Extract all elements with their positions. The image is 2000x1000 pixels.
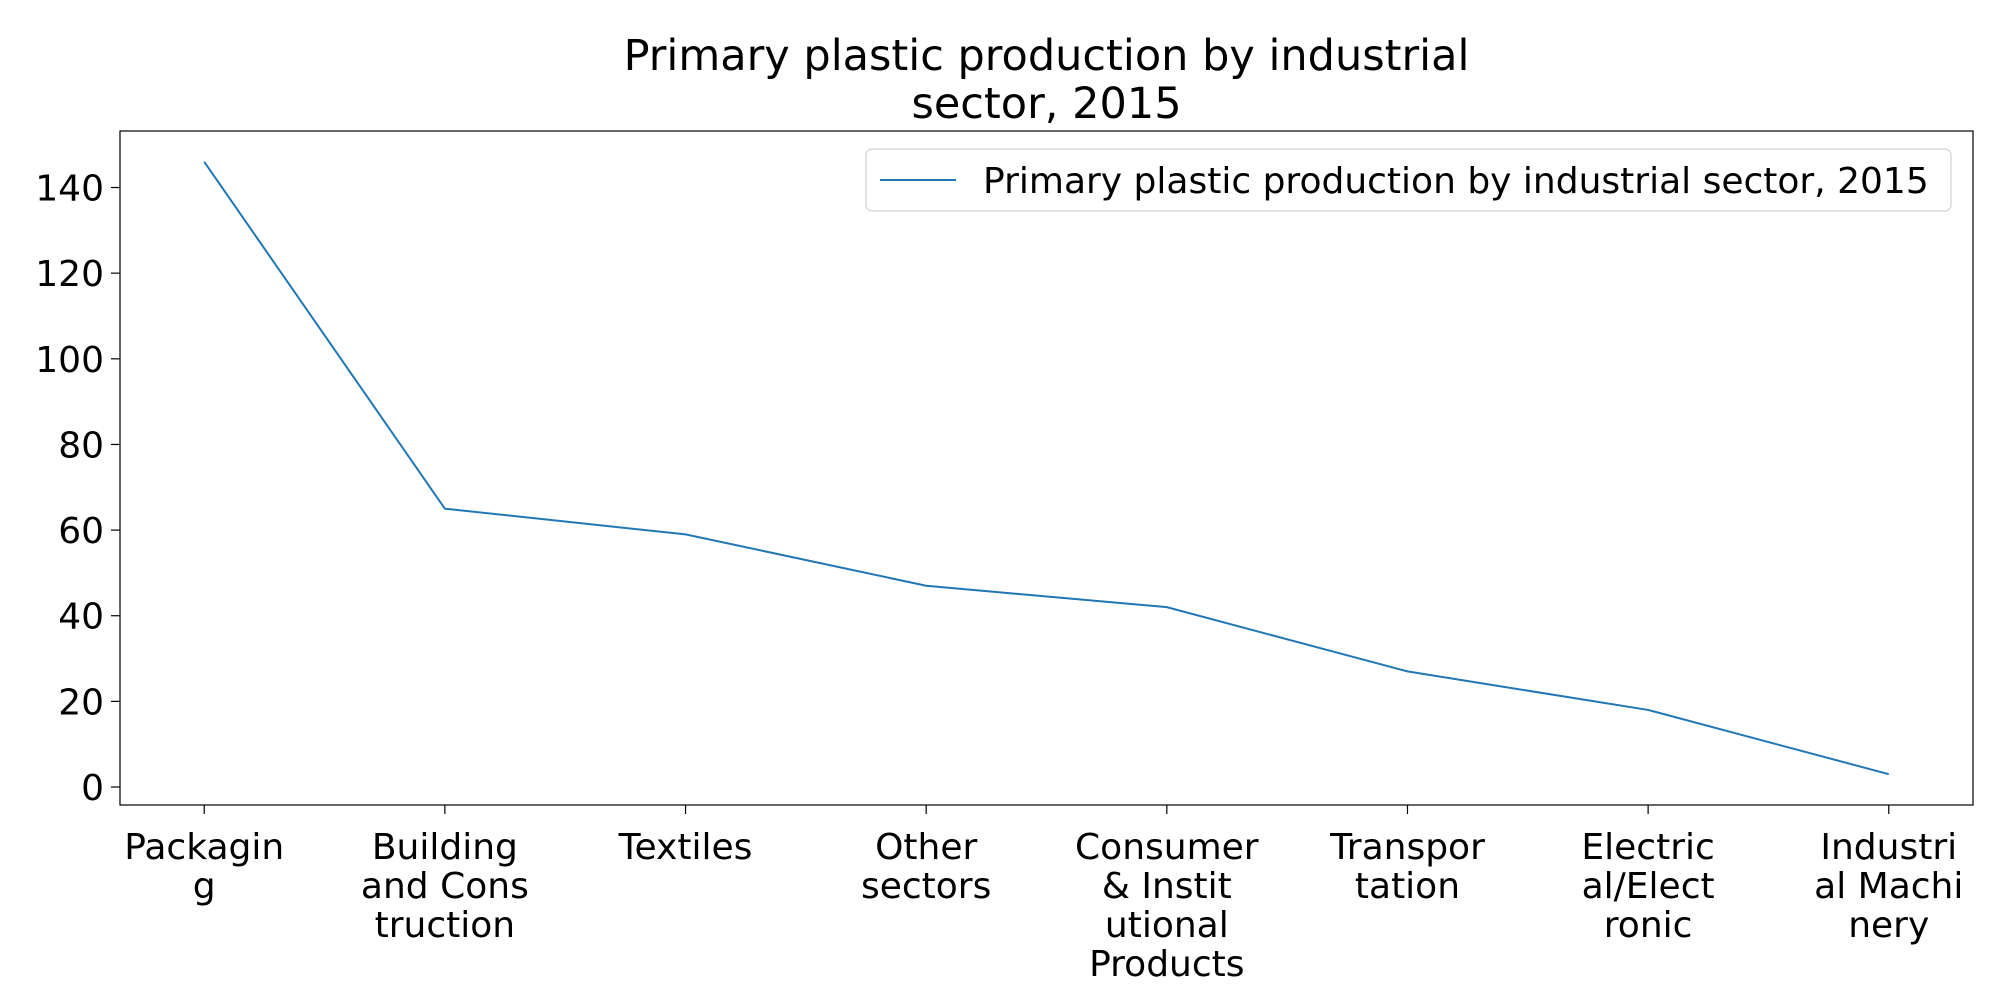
x-tick-label: & Instit	[1102, 866, 1232, 907]
chart-title: Primary plastic production by industrial…	[624, 31, 1470, 129]
y-tick-label: 120	[35, 254, 104, 295]
y-tick-label: 0	[81, 768, 104, 809]
y-tick-label: 140	[35, 169, 104, 210]
x-tick-label: Consumer	[1075, 827, 1259, 868]
legend: Primary plastic production by industrial…	[865, 148, 1952, 212]
x-tick-label: Electric	[1581, 827, 1714, 868]
x-tick-label: Packagin	[124, 827, 284, 868]
x-tick-label: g	[193, 866, 216, 907]
legend-box	[865, 148, 1952, 212]
y-tick-label: 100	[35, 340, 104, 381]
x-tick-label: Other	[875, 827, 977, 868]
x-tick-label: truction	[375, 905, 515, 946]
x-tick-label: Building	[372, 827, 518, 868]
x-tick-label: and Cons	[361, 866, 529, 907]
x-tick-label: utional	[1105, 905, 1229, 946]
x-tick-label: sectors	[861, 866, 991, 907]
x-tick-label: al/Elect	[1582, 866, 1715, 907]
chart-title-line: sector, 2015	[911, 79, 1181, 129]
y-axis: 0 20 40 60 80 100 120 140	[35, 169, 120, 809]
x-tick-label: Textiles	[618, 827, 753, 868]
x-tick-label: Products	[1089, 944, 1244, 985]
y-tick-label: 60	[58, 511, 104, 552]
x-tick-label: tation	[1355, 866, 1460, 907]
plot-frame	[119, 130, 1974, 806]
x-tick-label: nery	[1848, 905, 1929, 946]
legend-label: Primary plastic production by industrial…	[983, 161, 1929, 202]
y-tick-label: 20	[58, 682, 104, 723]
chart-title-line: Primary plastic production by industrial	[624, 31, 1470, 81]
plot-area	[119, 130, 1974, 806]
x-tick-label: ronic	[1604, 905, 1693, 946]
x-tick-label: al Machi	[1814, 866, 1963, 907]
x-tick-label: Transpor	[1329, 827, 1485, 868]
y-tick-label: 40	[58, 597, 104, 638]
y-tick-label: 80	[58, 425, 104, 466]
series-line-0	[203, 161, 1890, 776]
x-tick-label: Industri	[1820, 827, 1957, 868]
